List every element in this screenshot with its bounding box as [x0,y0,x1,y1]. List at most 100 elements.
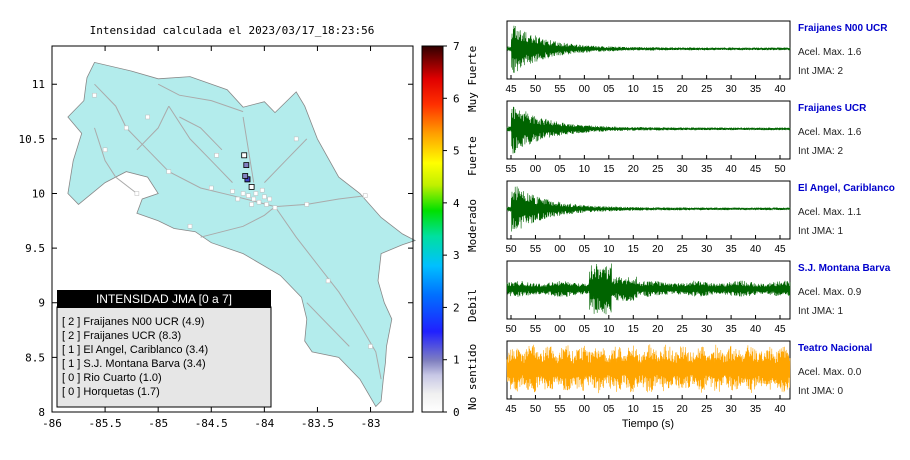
wave-tick-label-3-10: 40 [750,324,762,335]
wave-tick-label-1-7: 30 [677,164,689,175]
wave-tick-label-0-11: 40 [774,84,786,95]
town-dot-6 [264,202,269,207]
wave-tick-label-2-2: 00 [554,244,566,255]
station-jma-s-j-montana-barva: Int JMA: 1 [798,306,843,317]
wave-tick-label-2-6: 20 [652,244,664,255]
wave-tick-label-4-2: 55 [554,404,566,415]
town-dot-2 [262,194,267,200]
wave-tick-label-1-6: 25 [652,164,664,175]
town-dot-3 [246,193,251,198]
wave-tick-label-0-6: 15 [652,84,664,95]
waveform-trace-fraijanes-ucr [506,106,791,154]
legend-item-fraijanes-n00: [ 2 ] Fraijanes N00 UCR (4.9) [62,316,204,328]
cb-tick-label-5: 5 [453,145,460,158]
y-tick-label-1: 10.5 [19,133,46,146]
wave-tick-label-0-8: 25 [701,84,713,95]
wave-tick-label-4-10: 35 [750,404,762,415]
town-dot-14 [166,169,172,174]
x-tick-label-5: -83.5 [301,417,334,430]
town-dot-23 [92,92,97,98]
wave-tick-label-2-10: 40 [750,244,762,255]
waveform-panel-el-angel-cariblanco: 50 55 00 05 10 15 20 25 30 35 40 45 El Angel, Caribl… [505,180,895,255]
town-dot-26 [145,114,150,120]
cb-label-fuerte: Fuerte [466,136,479,176]
time-axis-label: Tiempo (s) [622,418,674,430]
station-jma-fraijanes-n00-ucr: Int JMA: 2 [798,66,843,77]
legend-title: INTENSIDAD JMA [0 a 7] [96,292,232,306]
station-acel-fraijanes-ucr: Acel. Max. 1.6 [798,127,862,138]
town-dot-17 [304,202,310,207]
station-name-el-angel-cariblanco: El Angel, Cariblanco [798,183,895,194]
town-dot-22 [187,224,193,229]
road-5 [274,206,382,380]
station-marker-rio-cuarto [241,152,248,159]
town-dot-25 [214,153,219,158]
wave-tick-label-2-8: 30 [701,244,713,255]
wave-tick-label-1-4: 15 [603,164,615,175]
cb-tick-label-2: 2 [453,301,460,314]
wave-tick-label-0-7: 20 [677,84,689,95]
town-dot-10 [230,189,235,194]
waveform-panel-s-j-montana-barva: 50 55 00 05 10 15 20 25 30 35 40 45 S.J. Montana Bar… [505,260,891,335]
x-tick-label-3: -84.5 [195,417,228,430]
wave-tick-label-3-11: 45 [774,324,786,335]
wave-tick-label-4-9: 30 [726,404,738,415]
road-10 [179,116,223,151]
town-dot-9 [267,196,272,202]
wave-tick-label-0-2: 55 [554,84,566,95]
cb-tick-label-1: 1 [453,354,460,367]
colorbar-scale [421,45,444,413]
town-dot-19 [325,278,331,284]
wave-tick-label-4-8: 25 [701,404,713,415]
wave-tick-label-1-3: 10 [579,164,591,175]
station-jma-teatro-nacional: Int JMA: 0 [798,386,843,397]
wave-tick-label-1-2: 05 [554,164,566,175]
station-name-teatro-nacional: Teatro Nacional [798,343,872,354]
station-acel-s-j-montana-barva: Acel. Max. 0.9 [798,287,862,298]
map-x-axis: -86 -85.5 -85 -84.5 -84 -83.5 -83 [42,46,380,430]
y-tick-label-4: 9 [38,297,45,310]
legend-item-horquetas: [ 0 ] Horquetas (1.7) [62,386,160,398]
wave-tick-label-2-0: 50 [505,244,517,255]
wave-tick-label-3-4: 10 [603,324,615,335]
town-dot-11 [259,187,265,193]
town-dot-12 [272,205,278,210]
station-marker-s-j-montana-barva [242,173,249,179]
wave-tick-label-0-1: 50 [530,84,542,95]
wave-tick-label-3-7: 25 [677,324,689,335]
y-tick-label-3: 9.5 [25,242,45,255]
town-dot-15 [124,125,129,131]
legend-item-el-angel: [ 1 ] El Angel, Cariblanco (3.4) [62,344,208,356]
wave-tick-label-4-7: 20 [677,404,689,415]
map-title: Intensidad calculada el 2023/03/17_18:23… [90,24,375,37]
road-1 [94,127,138,194]
wave-tick-label-4-5: 10 [628,404,640,415]
wave-tick-label-0-10: 35 [750,84,762,95]
road-8 [157,83,244,113]
wave-tick-label-4-6: 15 [652,404,664,415]
x-tick-label-2: -85 [148,417,168,430]
road-11 [136,105,170,151]
wave-tick-label-1-10: 45 [750,164,762,175]
wave-tick-label-3-6: 20 [652,324,664,335]
legend-item-rio-cuarto: [ 0 ] Rio Cuarto (1.0) [62,372,162,384]
y-tick-label-2: 10 [32,187,45,200]
road-7 [264,138,308,183]
waveform-trace-fraijanes-n00-ucr [506,25,791,73]
town-dot-20 [368,344,373,349]
x-tick-label-0: -86 [42,417,62,430]
cb-label-no-sentido: No sentido [466,344,479,410]
station-acel-el-angel-cariblanco: Acel. Max. 1.1 [798,207,862,218]
road-3 [242,116,255,183]
legend-item-montana-barva: [ 1 ] S.J. Montana Barva (3.4) [62,358,206,370]
cb-tick-label-0: 0 [453,406,460,419]
wave-tick-label-2-3: 05 [579,244,591,255]
wave-tick-label-3-9: 35 [726,324,738,335]
town-dot-16 [102,147,108,153]
station-marker-horquetas [248,183,255,190]
town-dot-24 [293,136,299,142]
town-dot-1 [256,199,262,205]
costa-rica-land [67,61,417,408]
map-y-axis: 11 10.5 10 9.5 9 8.5 8 [19,78,413,419]
y-tick-label-6: 8 [38,406,45,419]
